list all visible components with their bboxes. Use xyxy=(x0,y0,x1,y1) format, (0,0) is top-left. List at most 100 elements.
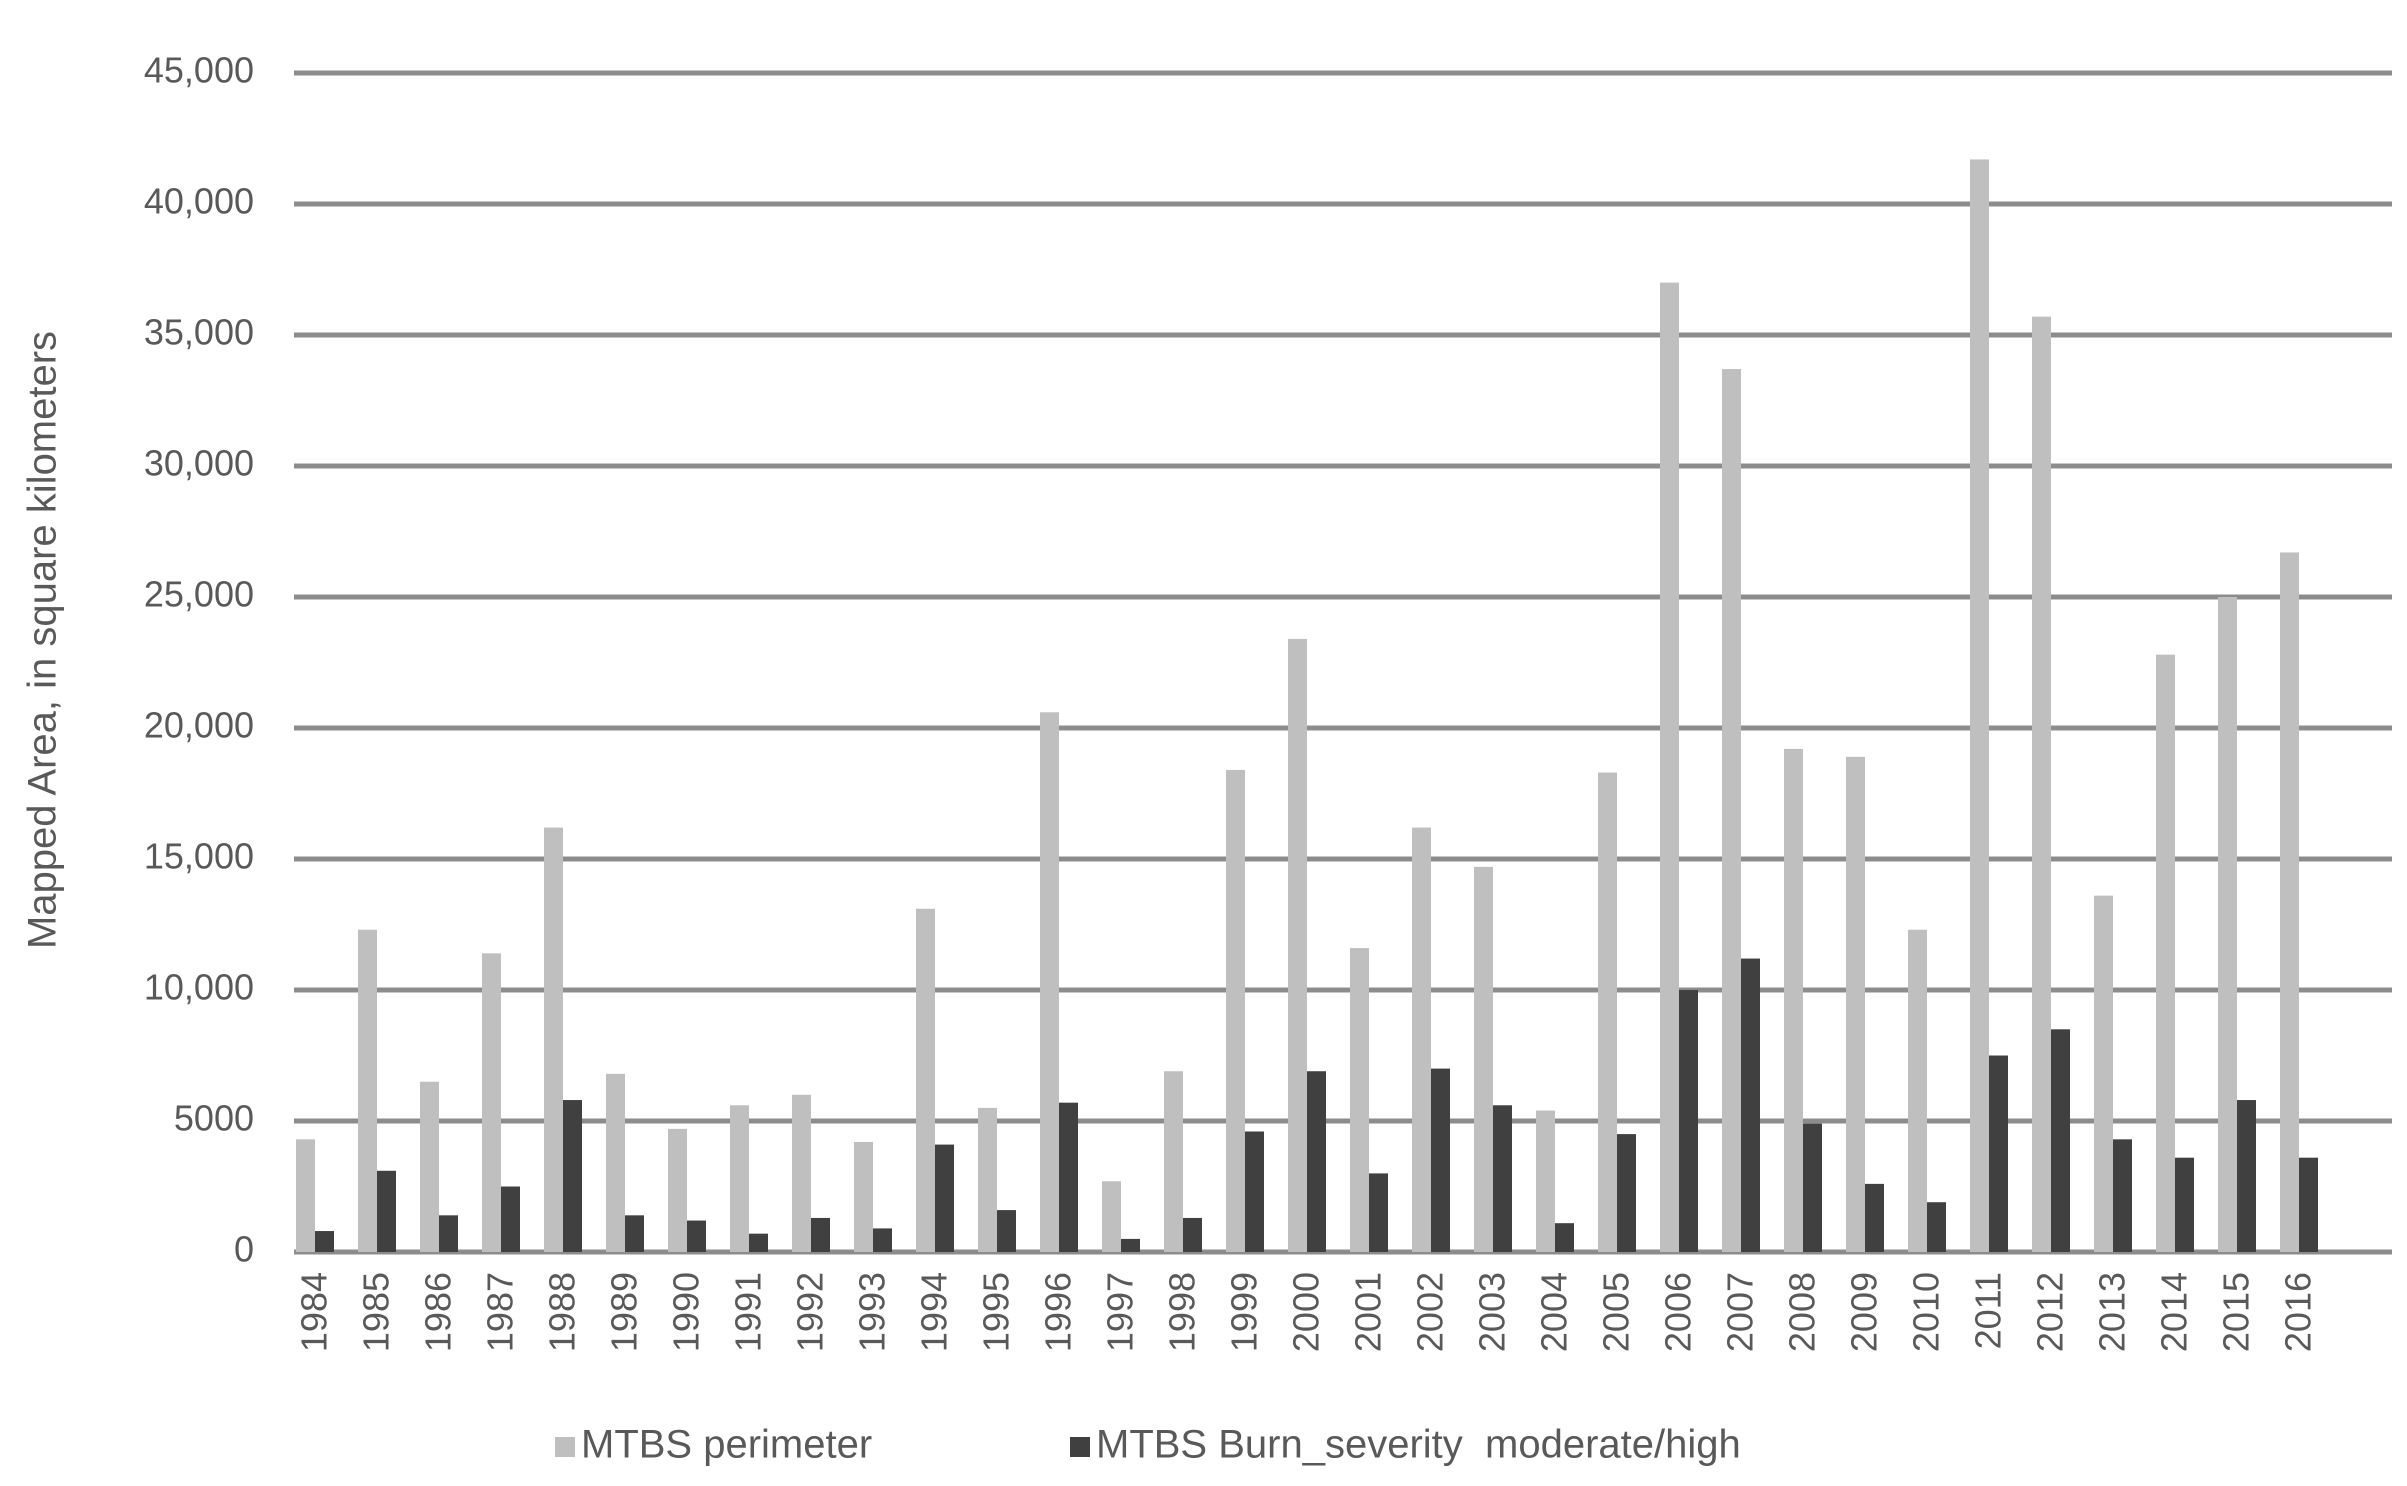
bar xyxy=(687,1220,706,1252)
y-tick-label: 0 xyxy=(234,1229,254,1270)
bar xyxy=(792,1094,811,1252)
bar xyxy=(1722,369,1741,1252)
y-tick-label: 10,000 xyxy=(144,967,254,1008)
bar xyxy=(1493,1105,1512,1252)
bar xyxy=(1412,827,1431,1252)
bar xyxy=(1226,769,1245,1252)
bar xyxy=(625,1215,644,1252)
x-tick-label: 2009 xyxy=(1844,1272,1885,1352)
y-tick-label: 15,000 xyxy=(144,836,254,877)
bar xyxy=(749,1233,768,1252)
bar xyxy=(873,1228,892,1252)
y-tick-label: 30,000 xyxy=(144,443,254,484)
bar xyxy=(1121,1238,1140,1252)
bar xyxy=(1040,712,1059,1252)
x-tick-label: 2013 xyxy=(2092,1272,2133,1352)
x-tick-label: 1985 xyxy=(356,1272,397,1352)
x-tick-label: 2012 xyxy=(2030,1272,2071,1352)
y-tick-label: 5000 xyxy=(174,1098,254,1139)
bar xyxy=(1350,948,1369,1252)
bar xyxy=(1102,1181,1121,1252)
x-tick-label: 2011 xyxy=(1968,1272,2009,1349)
bar xyxy=(854,1141,873,1252)
legend-swatch xyxy=(1070,1437,1090,1457)
bar xyxy=(606,1073,625,1252)
bar xyxy=(668,1128,687,1252)
x-tick-label: 1988 xyxy=(542,1272,583,1352)
bar xyxy=(501,1186,520,1252)
bar xyxy=(1803,1123,1822,1252)
x-tick-label: 2014 xyxy=(2154,1272,2195,1352)
x-tick-label: 2005 xyxy=(1596,1272,1637,1352)
x-tick-label: 2001 xyxy=(1348,1272,1389,1352)
x-tick-label: 1989 xyxy=(604,1272,645,1352)
y-tick-label: 25,000 xyxy=(144,574,254,615)
x-tick-label: 2016 xyxy=(2278,1272,2319,1352)
bar xyxy=(2237,1100,2256,1252)
bar xyxy=(563,1100,582,1252)
bar xyxy=(2175,1157,2194,1252)
bar xyxy=(1660,282,1679,1253)
x-tick-label: 2007 xyxy=(1720,1272,1761,1352)
y-tick-label: 40,000 xyxy=(144,181,254,222)
bar xyxy=(1059,1102,1078,1252)
x-tick-label: 2010 xyxy=(1906,1272,1947,1352)
bar xyxy=(1908,929,1927,1252)
y-tick-label: 20,000 xyxy=(144,705,254,746)
bar xyxy=(1369,1173,1388,1252)
bar xyxy=(296,1139,315,1252)
y-tick-label: 45,000 xyxy=(144,50,254,91)
bar xyxy=(1536,1110,1555,1252)
bar xyxy=(1846,756,1865,1252)
bar xyxy=(978,1107,997,1252)
bar xyxy=(935,1144,954,1252)
bar xyxy=(439,1215,458,1252)
bar xyxy=(2032,316,2051,1252)
bar xyxy=(1245,1131,1264,1252)
bar xyxy=(2094,895,2113,1252)
y-tick-label: 35,000 xyxy=(144,312,254,353)
bar xyxy=(2113,1139,2132,1252)
bar xyxy=(1598,772,1617,1252)
x-tick-label: 1986 xyxy=(418,1272,459,1352)
legend-swatch xyxy=(555,1437,575,1457)
bar xyxy=(2051,1029,2070,1252)
x-tick-label: 1995 xyxy=(976,1272,1017,1352)
x-tick-label: 1996 xyxy=(1038,1272,1079,1352)
bar xyxy=(315,1231,334,1252)
bar xyxy=(916,908,935,1252)
x-tick-label: 1993 xyxy=(852,1272,893,1352)
bar xyxy=(1970,159,1989,1253)
bar xyxy=(1865,1183,1884,1252)
x-tick-label: 2003 xyxy=(1472,1272,1513,1352)
bar xyxy=(1989,1055,2008,1252)
bar xyxy=(1307,1071,1326,1252)
bar xyxy=(2280,552,2299,1252)
legend-label: MTBS Burn_severity moderate/high xyxy=(1096,1423,1741,1467)
y-axis-label: Mapped Area, in square kilometers xyxy=(21,331,65,949)
legend-label: MTBS perimeter xyxy=(581,1423,872,1467)
x-tick-label: 1987 xyxy=(480,1272,521,1352)
bar xyxy=(730,1105,749,1252)
x-tick-label: 2008 xyxy=(1782,1272,1823,1352)
bar xyxy=(377,1170,396,1252)
bar xyxy=(1183,1217,1202,1252)
bar xyxy=(2299,1157,2318,1252)
bar xyxy=(1679,990,1698,1252)
bar xyxy=(1288,638,1307,1252)
x-tick-label: 1999 xyxy=(1224,1272,1265,1352)
bar xyxy=(1617,1134,1636,1252)
bar xyxy=(1784,748,1803,1252)
bar xyxy=(2156,654,2175,1252)
bar xyxy=(1431,1068,1450,1252)
bar xyxy=(482,953,501,1252)
x-tick-label: 1994 xyxy=(914,1272,955,1352)
x-tick-label: 2015 xyxy=(2216,1272,2257,1352)
x-tick-label: 1998 xyxy=(1162,1272,1203,1352)
bar xyxy=(2218,597,2237,1252)
bar xyxy=(1927,1202,1946,1252)
bar xyxy=(811,1217,830,1252)
x-tick-label: 2000 xyxy=(1286,1272,1327,1352)
